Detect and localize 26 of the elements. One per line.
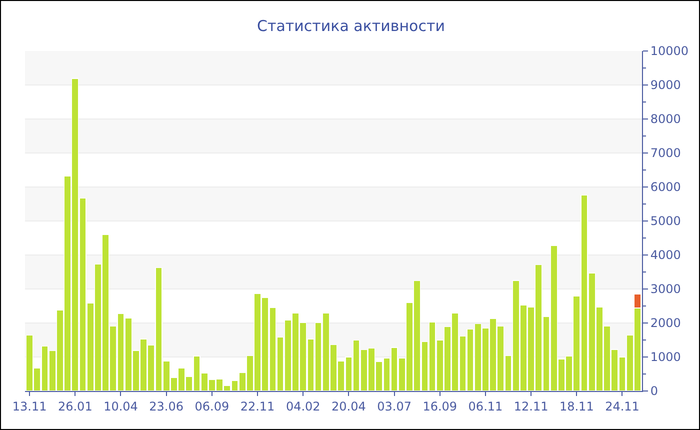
x-tick-label: 04.02 xyxy=(286,399,320,414)
x-tick-label: 26.01 xyxy=(58,399,92,414)
x-tick-label: 06.09 xyxy=(194,399,230,414)
chart-title: Статистика активности xyxy=(257,16,445,35)
y-tick-label: 8000 xyxy=(650,112,681,126)
y-tick-label: 4000 xyxy=(650,248,681,262)
y-tick-label: 10000 xyxy=(650,44,689,58)
y-tick-label: 9000 xyxy=(650,78,681,92)
y-tick-label: 7000 xyxy=(650,146,681,160)
x-tick-label: 23.06 xyxy=(149,399,184,414)
x-tick-label: 12.11 xyxy=(514,399,548,414)
y-tick-label: 2000 xyxy=(650,316,681,330)
y-tick-label: 3000 xyxy=(650,282,681,296)
x-tick-label: 18.11 xyxy=(559,399,594,414)
x-tick-label: 16.09 xyxy=(422,399,458,414)
x-tick-label: 10.04 xyxy=(104,399,138,414)
y-tick-label: 5000 xyxy=(650,214,681,228)
x-tick-label: 03.07 xyxy=(377,399,412,414)
x-tick-label: 24.11 xyxy=(605,399,640,414)
x-tick-label: 13.11 xyxy=(12,399,47,414)
y-tick-label: 0 xyxy=(650,384,658,398)
x-tick-label: 22.11 xyxy=(240,399,275,414)
x-tick-label: 20.04 xyxy=(332,399,366,414)
x-tick-label: 06.11 xyxy=(468,399,503,414)
y-tick-label: 6000 xyxy=(650,180,681,194)
y-tick-label: 1000 xyxy=(650,350,681,364)
